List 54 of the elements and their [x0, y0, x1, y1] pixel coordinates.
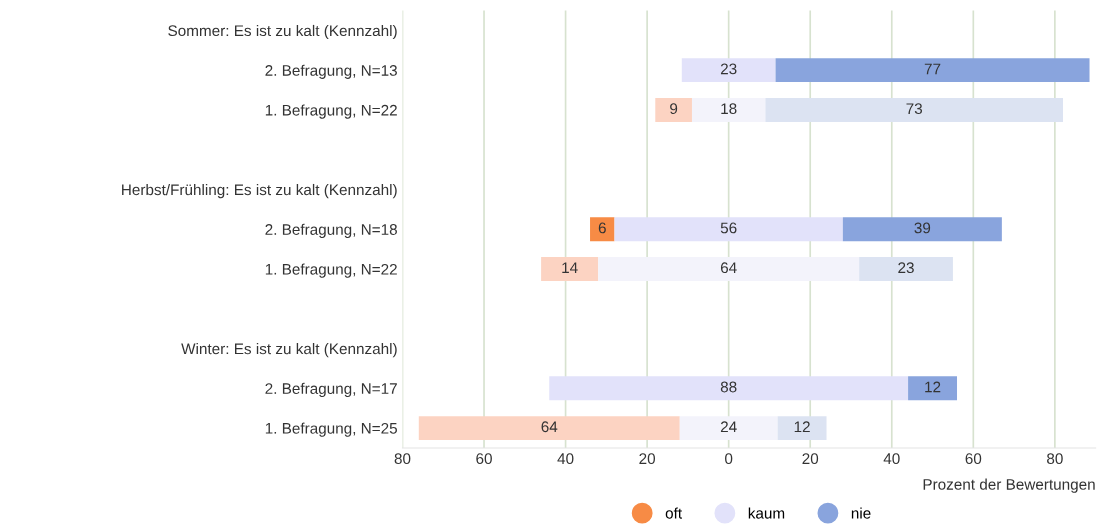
bar [549, 376, 909, 401]
data-label: 88 [720, 381, 737, 393]
bar [765, 98, 1064, 122]
legend-label: kaum [748, 507, 785, 519]
data-label: 77 [924, 63, 941, 75]
y-tick-label: 1. Befragung, N=25 [265, 422, 397, 437]
legend-label: nie [851, 507, 871, 519]
bar [655, 98, 692, 122]
data-label: 12 [925, 381, 941, 393]
y-tick-label: 2. Befragung, N=13 [265, 64, 397, 79]
legend-label: oft [665, 507, 682, 519]
y-tick-label: 1. Befragung, N=22 [265, 263, 397, 278]
y-tick-label: Winter: Es ist zu kalt (Kennzahl) [181, 343, 397, 358]
data-label: 23 [898, 262, 914, 274]
bar [598, 257, 860, 281]
x-tick-label: 0 [725, 453, 733, 465]
bar [681, 58, 776, 83]
data-label: 64 [541, 421, 558, 433]
x-tick-label: 40 [557, 453, 574, 465]
y-tick-label: 2. Befragung, N=18 [265, 223, 397, 238]
x-axis-title: Prozent der Bewertungen [923, 478, 1095, 493]
data-label: 6 [598, 222, 606, 234]
y-tick-label: 1. Befragung, N=22 [265, 104, 397, 119]
data-label: 64 [720, 262, 737, 274]
data-label: 39 [914, 222, 931, 234]
y-tick-label: Sommer: Es ist zu kalt (Kennzahl) [168, 24, 397, 40]
data-label: 18 [721, 103, 737, 115]
y-tick-label: 2. Befragung, N=17 [265, 382, 397, 398]
data-label: 23 [720, 63, 737, 75]
x-tick-label: 60 [476, 453, 492, 465]
bar [590, 217, 615, 242]
x-tick-label: 60 [965, 453, 982, 465]
data-label: 14 [562, 262, 578, 273]
bar [842, 217, 1002, 242]
bar [908, 376, 958, 401]
y-tick-label: Herbst/Frühling: Es ist zu kalt (Kennzahl) [122, 183, 397, 199]
x-tick-label: 80 [1047, 453, 1063, 465]
x-tick-label: 20 [802, 453, 819, 465]
bar [418, 416, 680, 440]
bar [775, 58, 1090, 83]
data-label: 24 [720, 421, 737, 433]
x-tick-label: 20 [639, 453, 656, 465]
data-label: 56 [720, 222, 737, 234]
data-label: 73 [906, 103, 923, 115]
bar [541, 257, 599, 281]
data-label: 9 [670, 103, 678, 115]
x-tick-label: 40 [883, 453, 900, 465]
data-label: 12 [794, 421, 810, 433]
bar [859, 257, 953, 281]
bar [691, 98, 766, 122]
bar [777, 416, 827, 440]
x-tick-label: 80 [394, 453, 411, 465]
bar [679, 416, 778, 440]
bar [614, 217, 843, 242]
